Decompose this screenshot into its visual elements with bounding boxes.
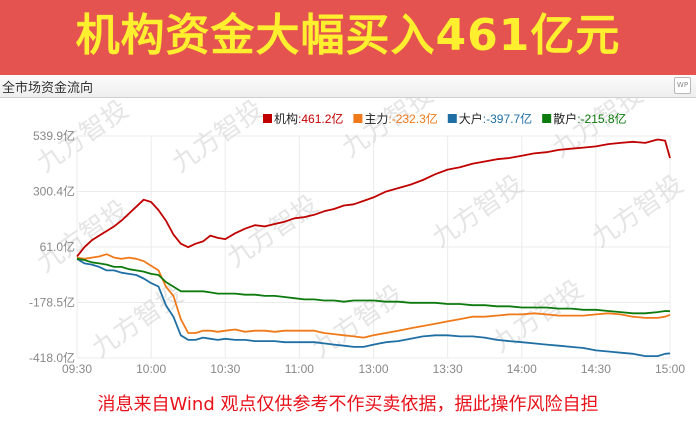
watermark: 九方智投 (427, 169, 529, 253)
series-line-主力 (76, 253, 671, 339)
disclaimer-text: 消息来自Wind 观点仅供参考不作买卖依据，据此操作风险自担 (97, 394, 599, 415)
legend-swatch (263, 114, 272, 123)
x-tick-label: 14:00 (507, 362, 537, 376)
x-axis-ticks: 09:30 10:00 10:30 11:00 13:00 13:30 14:00 14:30… (62, 362, 685, 376)
watermark: 九方智投 (487, 274, 589, 358)
x-tick-label: 13:30 (433, 362, 463, 376)
x-tick-label: 14:30 (581, 362, 611, 376)
x-tick-label: 10:30 (210, 362, 240, 376)
x-tick-label: 10:00 (136, 362, 166, 376)
y-tick-label: -418.0亿 (29, 350, 75, 365)
y-tick-label: 300.4亿 (33, 184, 75, 199)
series-line-机构 (76, 138, 671, 258)
x-tick-label: 09:30 (62, 362, 92, 376)
y-tick-label: 61.0亿 (40, 239, 75, 254)
watermark: 九方智投 (87, 279, 189, 363)
legend-swatch (542, 114, 552, 123)
series-layer (76, 138, 671, 357)
watermark: 九方智投 (337, 98, 439, 164)
watermark: 九方智投 (587, 169, 689, 253)
watermark: 九方智投 (547, 98, 649, 164)
y-tick-label: 539.9亿 (33, 128, 75, 143)
x-tick-label: 15:00 (655, 362, 685, 376)
legend-value: :-232.3亿 (388, 111, 437, 126)
series-line-大户 (76, 258, 671, 357)
legend-label: 主力 (364, 112, 388, 126)
legend-swatch (353, 114, 363, 123)
legend-value: :-397.7亿 (483, 111, 532, 126)
title-banner: 机构资金大幅买入461亿元 (0, 0, 696, 75)
banner-title: 机构资金大幅买入461亿元 (75, 10, 621, 61)
legend-swatch (447, 114, 457, 123)
legend-value: :461.2亿 (298, 111, 343, 126)
panel-titlebar: 全市场资金流向 WP (0, 75, 696, 98)
series-line-散户 (76, 257, 671, 315)
watermark: 九方智投 (307, 279, 409, 363)
legend-label: 散户 (553, 111, 577, 126)
legend-label: 机构 (274, 111, 298, 126)
watermark: 九方智投 (167, 98, 269, 179)
wp-icon[interactable]: WP (674, 77, 691, 94)
chart-legend: 机构:461.2亿 主力:-232.3亿 大户:-397.7亿 散户:-215.8亿 (263, 111, 627, 126)
x-tick-label: 11:00 (285, 362, 314, 376)
x-tick-label: 13:00 (358, 362, 388, 376)
y-axis-ticks: 539.9亿 300.4亿 61.0亿 -178.5亿 -418.0亿 (29, 128, 75, 365)
legend-value: :-215.8亿 (577, 111, 626, 126)
legend-label: 大户 (459, 111, 483, 126)
panel-title: 全市场资金流向 (2, 81, 94, 96)
y-tick-label: -178.5亿 (29, 294, 75, 309)
